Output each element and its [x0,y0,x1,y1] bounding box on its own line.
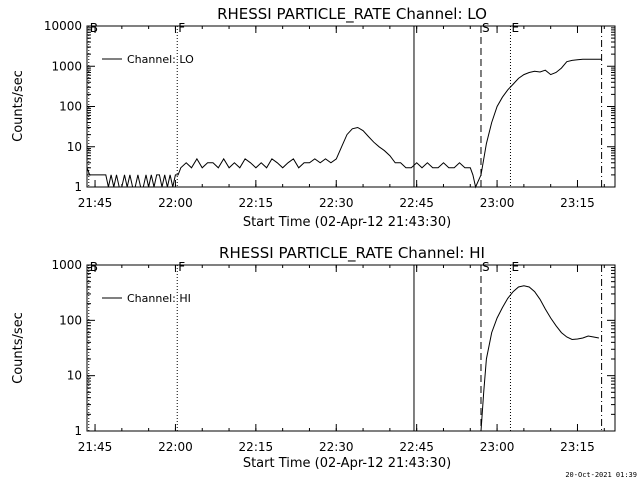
plot-frame-hi [86,264,616,432]
y-tick-label-hi-2: 100 [59,313,82,327]
chart-title-hi: RHESSI PARTICLE_RATE Channel: HI [219,244,485,263]
x-tick-label-hi-5: 23:00 [480,440,515,454]
series-line-lo-0 [86,58,602,189]
x-tick-label-lo-0: 21:45 [78,196,113,210]
series-group-lo [86,58,602,189]
event-marker-label-lo-0: B [90,21,98,35]
event-marker-label-hi-3: S [482,260,490,274]
x-tick-label-lo-1: 22:00 [158,196,193,210]
event-marker-label-hi-4: E [511,260,519,274]
chart-title-lo: RHESSI PARTICLE_RATE Channel: LO [217,5,487,24]
y-tick-label-lo-0: 1 [74,180,82,194]
legend-label-hi: Channel: HI [127,292,191,305]
y-tick-label-hi-1: 10 [67,369,82,383]
legend-label-lo: Channel: LO [127,53,194,66]
ylabel-lo: Counts/sec [11,70,26,142]
xlabel-hi: Start Time (02-Apr-12 21:43:30) [243,456,451,471]
x-tick-label-lo-3: 22:30 [319,196,354,210]
y-tick-label-lo-2: 100 [59,100,82,114]
x-tick-label-hi-1: 22:00 [158,440,193,454]
xlabel-lo: Start Time (02-Apr-12 21:43:30) [243,215,451,230]
event-marker-label-hi-0: B [90,260,98,274]
series-line-hi-0 [480,285,599,432]
x-tick-label-hi-6: 23:15 [560,440,595,454]
event-marker-label-lo-3: S [482,21,490,35]
plot-frame-lo [86,25,616,188]
legend-lo: Channel: LO [102,53,194,66]
y-tick-label-lo-1: 10 [67,140,82,154]
event-marker-label-lo-1: F [178,21,185,35]
x-tick-label-lo-6: 23:15 [560,196,595,210]
x-tick-label-hi-4: 22:45 [399,440,434,454]
axis-ticks-hi: 21:45 22:00 22:15 22:30 22:45 23:00 23:15 1 10 10… [51,258,615,454]
panel-lo: RHESSI PARTICLE_RATE Channel: LO 21:45 22… [11,5,616,230]
event-marker-label-lo-4: E [511,21,519,35]
legend-hi: Channel: HI [102,292,191,305]
panel-hi: RHESSI PARTICLE_RATE Channel: HI 21:45 22… [11,244,616,471]
y-tick-label-hi-3: 1000 [51,258,82,272]
ylabel-hi: Counts/sec [11,312,26,384]
footer-timestamp: 20-Oct-2021 01:39 [565,471,637,479]
y-tick-label-hi-0: 1 [74,424,82,438]
event-marker-label-hi-1: F [178,260,185,274]
x-tick-label-lo-4: 22:45 [399,196,434,210]
y-tick-label-lo-3: 1000 [51,59,82,73]
axis-ticks-lo: 21:45 22:00 22:15 22:30 22:45 23:00 23:15 1 10 10… [44,19,615,210]
series-group-hi [480,285,599,432]
y-tick-label-lo-4: 10000 [44,19,82,33]
x-tick-label-hi-3: 22:30 [319,440,354,454]
x-tick-label-hi-0: 21:45 [78,440,113,454]
x-tick-label-hi-2: 22:15 [239,440,274,454]
x-tick-label-lo-2: 22:15 [239,196,274,210]
x-tick-label-lo-5: 23:00 [480,196,515,210]
